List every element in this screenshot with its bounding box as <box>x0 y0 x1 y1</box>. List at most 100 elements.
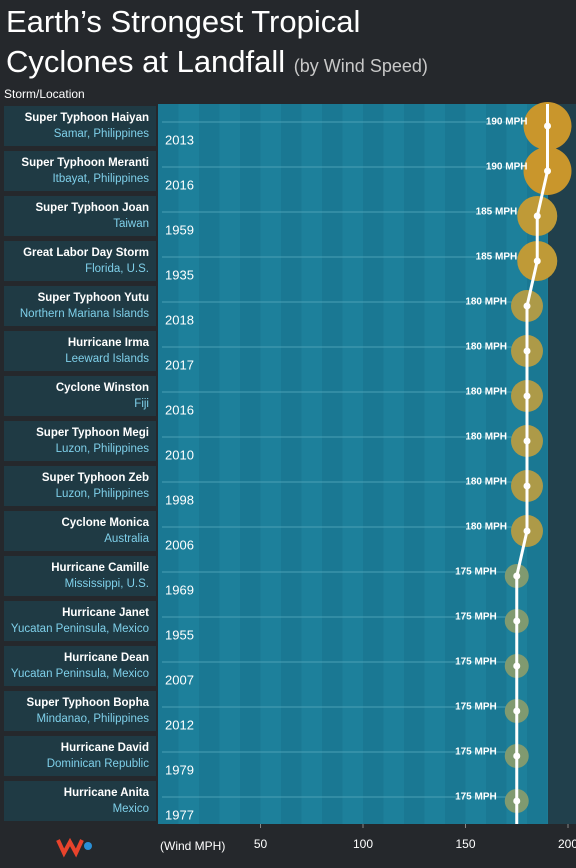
plot-stripe <box>301 104 322 824</box>
storm-location: Dominican Republic <box>47 758 150 770</box>
speed-line <box>515 104 549 824</box>
row-label-box <box>4 556 156 596</box>
storm-name: Super Typhoon Bopha <box>27 697 150 709</box>
value-label: 180 MPH <box>465 522 507 533</box>
plot-stripe <box>240 104 261 824</box>
row-label-box <box>4 511 156 551</box>
row-label-box <box>4 331 156 371</box>
value-label: 180 MPH <box>465 432 507 443</box>
speed-point <box>523 437 531 445</box>
storm-name: Super Typhoon Megi <box>36 427 149 439</box>
logo-mark <box>56 837 84 858</box>
speed-point <box>513 707 521 715</box>
plot-stripe <box>281 104 302 824</box>
plot-stripe <box>158 104 179 824</box>
speed-point <box>544 122 551 130</box>
title-block: Earth’s Strongest Tropical Cyclones at L… <box>6 2 466 86</box>
speed-point <box>523 527 531 535</box>
value-label: 175 MPH <box>455 747 497 758</box>
storm-name: Super Typhoon Zeb <box>42 472 149 484</box>
storm-location: Taiwan <box>113 218 149 230</box>
chart-title: Earth’s Strongest Tropical Cyclones at L… <box>6 4 361 79</box>
row-label-box <box>4 736 156 776</box>
storm-year: 2016 <box>165 402 194 417</box>
row-label-box <box>4 106 156 146</box>
row-label-box <box>4 781 156 821</box>
storm-year: 2018 <box>165 312 194 327</box>
storm-year: 2007 <box>165 672 194 687</box>
storm-name: Super Typhoon Meranti <box>21 157 149 169</box>
storm-name: Hurricane Irma <box>68 337 150 349</box>
speed-point <box>513 662 521 670</box>
storm-name: Cyclone Winston <box>56 382 149 394</box>
plot-stripe <box>486 104 507 824</box>
plot-stripe <box>178 104 199 824</box>
row-label-box <box>4 466 156 506</box>
x-tick-label: 150 <box>455 837 475 851</box>
value-label: 180 MPH <box>465 297 507 308</box>
storm-location: Itbayat, Philippines <box>52 173 149 185</box>
storm-name: Super Typhoon Haiyan <box>25 112 149 124</box>
row-label-box <box>4 646 156 686</box>
storm-year: 2017 <box>165 357 194 372</box>
plot-stripe <box>445 104 466 824</box>
storm-name: Great Labor Day Storm <box>23 247 149 259</box>
storm-location: Leeward Islands <box>65 353 149 365</box>
value-label: 175 MPH <box>455 657 497 668</box>
storm-location: Mississippi, U.S. <box>65 578 149 590</box>
speed-point <box>513 617 521 625</box>
logo <box>56 837 92 858</box>
row-label-box <box>4 691 156 731</box>
value-label: 175 MPH <box>455 792 497 803</box>
plot-stripe <box>199 104 220 824</box>
storm-location: Yucatan Peninsula, Mexico <box>11 623 149 635</box>
speed-point <box>523 392 531 400</box>
plot-stripe <box>322 104 343 824</box>
storm-location: Mindanao, Philippines <box>36 713 149 725</box>
plot-area <box>158 104 576 824</box>
storm-location: Mexico <box>113 803 149 815</box>
value-label: 180 MPH <box>465 342 507 353</box>
x-tick-label: 100 <box>353 837 373 851</box>
x-tick-label: 200 <box>558 837 576 851</box>
storm-location: Fiji <box>134 398 149 410</box>
plot-stripe <box>260 104 281 824</box>
speed-point <box>513 572 521 580</box>
storm-name: Hurricane Janet <box>62 607 149 619</box>
row-label-box <box>4 196 156 236</box>
storm-name: Hurricane Dean <box>64 652 149 664</box>
storm-location: Samar, Philippines <box>54 128 149 140</box>
storm-name: Hurricane Camille <box>51 562 149 574</box>
speed-point <box>523 347 531 355</box>
speed-point <box>533 257 541 265</box>
plot-stripe <box>506 104 527 824</box>
speed-point <box>544 167 551 175</box>
value-label: 180 MPH <box>465 387 507 398</box>
value-label: 180 MPH <box>465 477 507 488</box>
speed-point <box>513 752 521 760</box>
speed-point <box>523 482 531 490</box>
storm-year: 2006 <box>165 537 194 552</box>
row-label-box <box>4 241 156 281</box>
plot-stripe <box>219 104 240 824</box>
row-label-box <box>4 151 156 191</box>
value-label: 175 MPH <box>455 702 497 713</box>
plot-stripe <box>465 104 486 824</box>
speed-point <box>523 302 531 310</box>
row-label-box <box>4 286 156 326</box>
storm-year: 1969 <box>165 582 194 597</box>
storm-location: Florida, U.S. <box>85 263 149 275</box>
row-label-box <box>4 421 156 461</box>
storm-year: 2012 <box>165 717 194 732</box>
plot-stripe <box>424 104 445 824</box>
value-label: 190 MPH <box>486 162 528 173</box>
storm-location: Luzon, Philippines <box>56 488 150 500</box>
storm-year: 1979 <box>165 762 194 777</box>
storm-year: 1955 <box>165 627 194 642</box>
storm-year: 2010 <box>165 447 194 462</box>
storm-year: 2016 <box>165 177 194 192</box>
value-label: 175 MPH <box>455 567 497 578</box>
storm-year: 1977 <box>165 807 194 822</box>
